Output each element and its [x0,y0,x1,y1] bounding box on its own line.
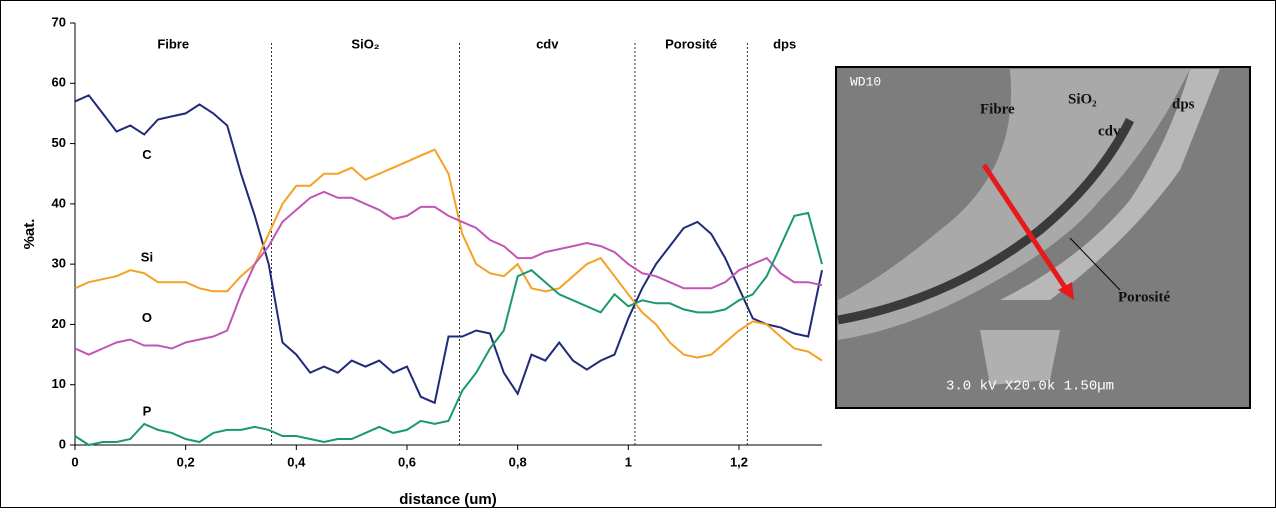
series-label: P [143,403,152,418]
y-axis-label: %at. [21,219,38,250]
x-axis-label: distance (um) [399,491,497,508]
image-label: 3.0 kV X20.0k 1.50µm [946,379,1114,395]
y-tick-label: 60 [52,75,66,90]
x-tick-label: 0,6 [398,454,416,469]
y-tick-label: 30 [52,256,66,271]
image-label: cdv [1098,123,1121,139]
series-label: Si [141,250,153,265]
image-label: Porosité [1118,289,1171,305]
x-tick-label: 0,2 [177,454,195,469]
image-dps [1000,69,1220,300]
y-tick-label: 10 [52,376,66,391]
y-tick-label: 0 [59,436,66,451]
image-pointer [1069,237,1121,291]
image-pore [837,117,1135,325]
image-label: dps [1172,96,1195,112]
y-tick-label: 40 [52,195,66,210]
series-line [74,211,823,447]
image-arrow [981,163,1071,294]
series-line [74,94,823,405]
y-tick-label: 50 [52,135,66,150]
y-tick-label: 20 [52,316,66,331]
x-tick-label: 0,4 [287,454,306,469]
sem-image: WD10 Fibre SiO₂ cdv dps Porosité 3.0 kV … [835,66,1251,409]
x-tick-label: 0 [71,454,78,469]
image-label: WD10 [850,74,881,89]
y-tick-label: 70 [52,14,66,29]
region-label: cdv [536,36,559,51]
image-debris [980,330,1060,385]
region-label: Porosité [665,36,717,51]
image-layer [838,69,1190,340]
image-label: Fibre [980,101,1015,117]
region-label: dps [773,36,796,51]
region-label: SiO₂ [351,36,379,51]
region-label: Fibre [157,36,189,51]
image-label: SiO₂ [1068,91,1097,107]
x-tick-label: 0,8 [509,454,527,469]
x-tick-label: 1,2 [730,454,748,469]
image-arrowhead [1058,282,1074,300]
series-label: C [142,147,152,162]
series-line [74,148,823,362]
series-label: O [142,310,152,325]
series-line [74,190,823,356]
x-tick-label: 1 [625,454,632,469]
